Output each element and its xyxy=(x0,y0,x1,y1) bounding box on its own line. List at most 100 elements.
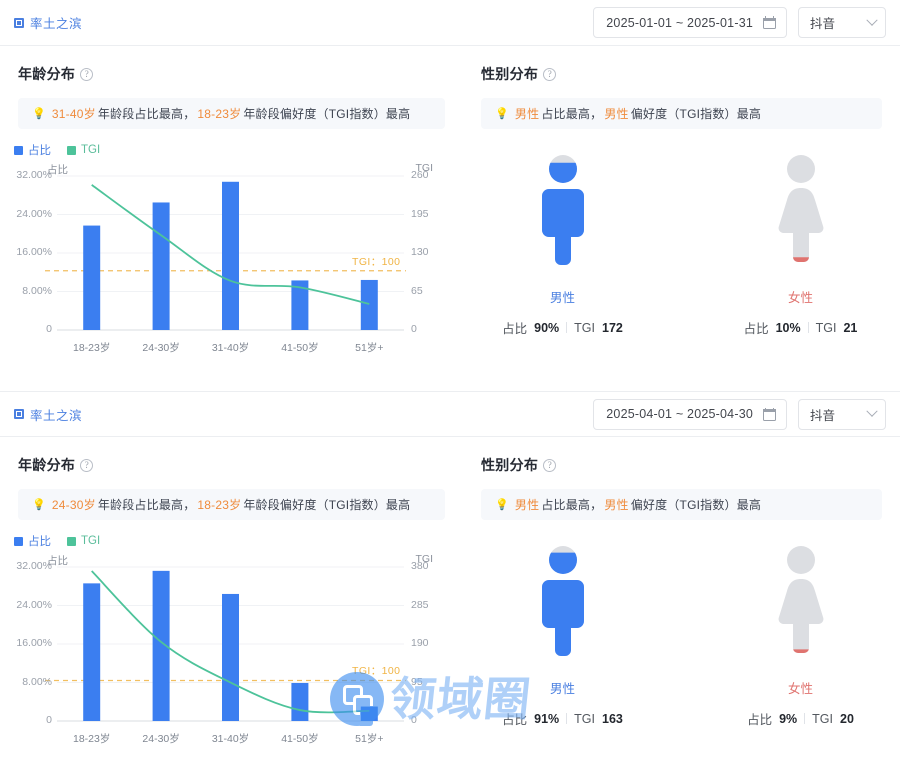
tgi-key: TGI xyxy=(574,711,596,726)
page-title-gender-jan: 性别分布 xyxy=(481,66,539,82)
tgi-key: TGI xyxy=(574,320,596,335)
legend-item-share[interactable]: 占比 xyxy=(14,142,51,158)
x-tick-label: 41-50岁 xyxy=(281,733,319,745)
y-tick-right: 0 xyxy=(411,714,417,726)
y-tick-right: 380 xyxy=(411,560,429,572)
age-chart-apr[interactable]: 占比 TGI 0 8.00% 16.00% 24.00% 32.00% 0 95 190 285… xyxy=(0,549,463,754)
male-figure-icon xyxy=(528,151,598,269)
legend-label-share: 占比 xyxy=(28,145,51,157)
gender-label-female: 女性 xyxy=(787,682,813,696)
age-panel-header-apr: 年龄分布 ? xyxy=(0,437,463,475)
share-key: 占比 xyxy=(502,713,528,727)
gender-figures-jan: 男性 占比 90% TGI 172 女性 占比 10% xyxy=(463,129,900,337)
y-tick-right: 65 xyxy=(411,284,423,297)
date-range-picker-apr[interactable]: 2025-04-01 ~ 2025-04-30 xyxy=(593,398,787,430)
legend-label-share: 占比 xyxy=(28,536,51,548)
gender-figures-apr: 男性 占比 91% TGI 163 女性 占比 9% xyxy=(463,520,900,728)
bulb-icon: 💡 xyxy=(495,108,509,120)
age-chart-jan[interactable]: 占比 TGI 0 8.00% 16.00% 24.00% 32.00% 0 65 130 195… xyxy=(0,158,463,363)
bulb-icon: 💡 xyxy=(495,499,509,511)
y-tick-right: 190 xyxy=(411,637,429,649)
share-value: 10% xyxy=(775,320,801,335)
divider xyxy=(0,391,900,392)
y-tick-left: 16.00% xyxy=(16,637,52,649)
question-icon[interactable]: ? xyxy=(80,458,94,472)
tgi-key: TGI xyxy=(815,320,837,335)
tip-highlight-1: 男性 xyxy=(514,107,540,121)
tip-highlight-2: 男性 xyxy=(604,107,629,121)
legend-label-tgi: TGI xyxy=(81,144,101,156)
y-tick-left: 24.00% xyxy=(16,207,52,220)
age-chart-legend-apr: 占比 TGI xyxy=(0,520,463,549)
page-title-age-apr: 年龄分布 xyxy=(18,457,76,473)
y-tick-left: 32.00% xyxy=(16,169,52,181)
brand-apr: 率土之滨 xyxy=(14,405,82,424)
tip-post: 偏好度（TGI指数）最高 xyxy=(630,498,762,512)
y-tick-left: 8.00% xyxy=(22,284,52,297)
brand-jan: 率土之滨 xyxy=(14,13,82,32)
legend-item-share[interactable]: 占比 xyxy=(14,533,51,549)
date-range-picker-jan[interactable]: 2025-01-01 ~ 2025-01-31 xyxy=(593,7,787,38)
chevron-down-icon xyxy=(866,405,878,417)
section-jan: 年龄分布 ? 💡 31-40岁 年龄段占比最高， 18-23岁 年龄段偏好度（T… xyxy=(0,46,900,391)
gender-panel-header-jan: 性别分布 ? xyxy=(463,46,900,84)
question-icon[interactable]: ? xyxy=(543,67,557,81)
tgi-value: 172 xyxy=(602,320,623,335)
gender-stats-male: 占比 91% TGI 163 xyxy=(502,709,623,728)
brand-name: 率土之滨 xyxy=(30,408,83,423)
calendar-icon xyxy=(763,16,776,29)
y-tick-right: 130 xyxy=(411,246,429,258)
x-tick-label: 41-50岁 xyxy=(281,342,319,354)
stat-divider xyxy=(566,713,568,724)
share-value: 91% xyxy=(534,711,560,726)
legend-item-tgi[interactable]: TGI xyxy=(67,535,100,547)
gender-panel-header-apr: 性别分布 ? xyxy=(463,437,900,475)
tgi-value: 20 xyxy=(840,711,854,726)
platform-select-apr[interactable]: 抖音 xyxy=(798,398,886,430)
tip-highlight-1: 24-30岁 xyxy=(51,498,96,512)
tip-middle: 年龄段占比最高， xyxy=(97,498,196,512)
legend-swatch-tgi xyxy=(67,145,76,155)
y-tick-left: 0 xyxy=(46,714,52,726)
y-axis-title-left: 占比 xyxy=(47,164,68,176)
gender-column-male-jan: 男性 占比 90% TGI 172 xyxy=(488,151,638,337)
question-icon[interactable]: ? xyxy=(543,458,557,472)
female-figure-icon xyxy=(766,542,836,660)
tip-middle: 年龄段占比最高， xyxy=(97,107,196,121)
toolbar-apr: 率土之滨 2025-04-01 ~ 2025-04-30 抖音 xyxy=(0,392,900,436)
x-tick-label: 18-23岁 xyxy=(73,733,111,745)
y-axis-title-right: TGI xyxy=(415,162,434,174)
y-tick-left: 32.00% xyxy=(16,560,52,572)
tip-highlight-2: 18-23岁 xyxy=(197,107,242,121)
y-tick-right: 260 xyxy=(411,169,429,181)
tip-highlight-1: 31-40岁 xyxy=(51,107,96,121)
tgi-reference-label: TGI：100 xyxy=(352,665,401,678)
tip-highlight-2: 18-23岁 xyxy=(197,498,242,512)
divider xyxy=(0,436,900,437)
tip-highlight-2: 男性 xyxy=(604,498,629,512)
x-tick-label: 51岁+ xyxy=(355,342,384,354)
tgi-key: TGI xyxy=(812,711,834,726)
share-value: 9% xyxy=(779,711,798,726)
y-tick-left: 8.00% xyxy=(22,675,52,688)
y-tick-left: 16.00% xyxy=(16,246,52,258)
y-tick-right: 95 xyxy=(411,675,423,688)
gender-distribution-panel-jan: 性别分布 ? 💡 男性 占比最高， 男性 偏好度（TGI指数）最高 男性 占比 … xyxy=(463,46,900,391)
x-tick-label: 31-40岁 xyxy=(211,733,250,745)
share-key: 占比 xyxy=(502,322,528,336)
x-tick-label: 18-23岁 xyxy=(73,342,111,354)
tip-highlight-1: 男性 xyxy=(514,498,540,512)
platform-value: 抖音 xyxy=(810,408,836,423)
platform-select-jan[interactable]: 抖音 xyxy=(798,7,886,38)
stat-divider xyxy=(804,713,806,724)
calendar-icon xyxy=(763,407,776,421)
page-title-age-jan: 年龄分布 xyxy=(18,66,76,82)
question-icon[interactable]: ? xyxy=(80,67,94,81)
bulb-icon: 💡 xyxy=(32,499,46,511)
gender-insight-tip-apr: 💡 男性 占比最高， 男性 偏好度（TGI指数）最高 xyxy=(481,489,882,520)
x-tick-label: 24-30岁 xyxy=(142,342,180,354)
x-tick-label: 51岁+ xyxy=(355,733,384,745)
divider xyxy=(0,45,900,46)
legend-item-tgi[interactable]: TGI xyxy=(67,144,100,156)
date-range-value: 2025-04-01 ~ 2025-04-30 xyxy=(606,407,753,421)
